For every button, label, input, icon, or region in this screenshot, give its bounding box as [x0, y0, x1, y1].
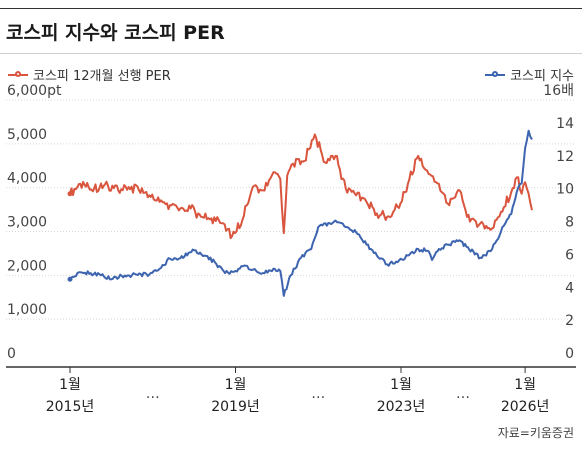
x-axis-month-label: 1월: [390, 377, 412, 393]
left-axis-tick-label: 4,000: [7, 171, 47, 187]
legend-per-label: 코스피 12개월 선행 PER: [33, 69, 171, 84]
series-start-point: [67, 276, 73, 282]
x-axis-month-label: 1월: [225, 377, 247, 393]
legend-kospi-label: 코스피 지수: [510, 69, 574, 84]
x-axis-year-label: 2026년: [501, 399, 550, 415]
x-axis-ellipsis: …: [456, 386, 470, 402]
x-axis-year-label: 2015년: [46, 399, 95, 415]
right-axis-tick-label: 0: [565, 346, 574, 362]
source-note: 자료=키움증권: [497, 426, 574, 440]
series-start-point: [67, 191, 73, 197]
right-axis-tick-label: 8: [565, 215, 574, 231]
right-axis-tick-label: 12: [556, 149, 574, 165]
left-axis-tick-label: 5,000: [7, 127, 47, 143]
right-axis-tick-label: 6: [565, 247, 574, 263]
x-axis-ellipsis: …: [311, 386, 325, 402]
x-axis-year-label: 2023년: [377, 399, 426, 415]
x-axis-ellipsis: …: [146, 386, 160, 402]
left-axis-tick-label: 3,000: [7, 215, 47, 231]
top-rule: [0, 8, 582, 9]
title-divider: [0, 53, 582, 54]
chart-title: 코스피 지수와 코스피 PER: [6, 22, 225, 44]
legend-per-swatch-icon: [8, 70, 28, 77]
left-axis-tick-label: 0: [7, 346, 16, 362]
left-axis-tick-label: 1,000: [7, 302, 47, 318]
legend-per: 코스피 12개월 선행 PER: [8, 65, 171, 84]
left-axis-tick-label: 2,000: [7, 258, 47, 274]
legend-kospi: 코스피 지수: [485, 65, 574, 84]
right-axis-tick-label: 10: [556, 182, 574, 198]
right-axis-tick-label: 16배: [543, 83, 574, 99]
x-axis-month-label: 1월: [514, 377, 536, 393]
series-line-per: [69, 133, 533, 240]
left-axis-tick-label: 6,000pt: [7, 83, 62, 99]
right-axis-tick-label: 14: [556, 116, 574, 132]
x-axis-month-label: 1월: [59, 377, 81, 393]
right-axis-tick-label: 4: [565, 280, 574, 296]
series-line-kospi: [69, 129, 533, 297]
x-axis-year-label: 2019년: [211, 399, 260, 415]
right-axis-tick-label: 2: [565, 313, 574, 329]
legend-kospi-swatch-icon: [485, 70, 506, 77]
